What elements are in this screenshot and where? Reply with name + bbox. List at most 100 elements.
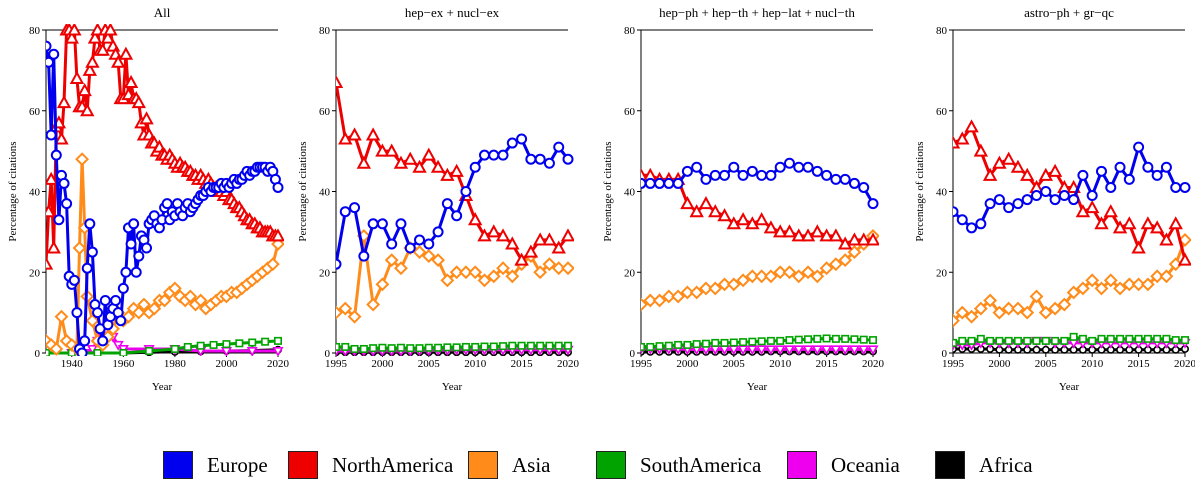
x-tick-label: 2020: [267, 358, 290, 370]
data-point: [838, 253, 853, 268]
data-point: [75, 152, 90, 167]
data-point: [349, 202, 361, 214]
data-point: [680, 196, 695, 210]
panel-title: hep−ph + hep−th + hep−lat + nucl−th: [659, 5, 855, 20]
data-point: [776, 336, 785, 345]
data-point: [782, 224, 797, 238]
data-point: [689, 285, 704, 300]
data-point: [248, 338, 257, 347]
data-point: [270, 228, 284, 242]
data-point: [1170, 181, 1182, 193]
data-point: [1168, 257, 1183, 272]
data-point: [1103, 204, 1118, 218]
data-point: [273, 336, 282, 345]
data-point: [183, 289, 198, 304]
data-point: [92, 307, 104, 319]
data-point: [813, 334, 822, 343]
data-point: [1058, 190, 1070, 202]
x-tick-label: 2005: [1035, 358, 1058, 370]
data-point: [708, 204, 723, 218]
data-point: [338, 131, 353, 145]
data-point: [955, 131, 970, 145]
data-point: [460, 186, 472, 197]
x-tick-label: 2000: [215, 358, 238, 370]
data-point: [1122, 216, 1137, 230]
data-point: [1131, 240, 1146, 254]
legend-swatch-europe: [163, 451, 193, 479]
data-point: [468, 265, 483, 280]
data-point: [1031, 190, 1043, 202]
data-point: [711, 338, 720, 347]
data-point: [79, 335, 91, 347]
data-point: [347, 127, 362, 141]
data-point: [1162, 334, 1171, 343]
plot-area: [641, 157, 879, 356]
data-point: [644, 177, 656, 189]
data-point: [508, 341, 517, 350]
data-point: [1057, 297, 1072, 312]
data-point: [506, 137, 518, 149]
data-point: [1103, 273, 1118, 288]
data-point: [443, 343, 452, 352]
data-point: [170, 344, 179, 353]
data-point: [46, 256, 54, 270]
data-point: [754, 269, 769, 284]
data-point: [222, 340, 231, 349]
data-point: [1112, 220, 1128, 234]
data-point: [414, 234, 426, 246]
y-axis-label: Percentage of citations: [297, 141, 309, 241]
data-point: [953, 206, 959, 218]
data-point: [748, 337, 757, 346]
data-point: [560, 228, 574, 242]
data-point: [802, 161, 814, 173]
data-point: [434, 343, 443, 352]
data-point: [858, 345, 870, 356]
data-point: [1113, 281, 1127, 296]
data-point: [117, 282, 129, 294]
data-point: [858, 181, 870, 193]
data-point: [953, 338, 957, 347]
data-point: [720, 338, 729, 347]
data-point: [478, 149, 490, 161]
data-point: [1088, 336, 1097, 345]
data-point: [868, 336, 877, 345]
data-point: [828, 228, 844, 242]
data-point: [1143, 334, 1152, 343]
data-point: [958, 336, 967, 345]
data-point: [983, 293, 998, 308]
data-point: [728, 161, 740, 173]
data-point: [765, 345, 777, 356]
data-point: [367, 218, 379, 230]
data-point: [1041, 345, 1050, 354]
data-point: [1171, 336, 1180, 345]
data-point: [100, 30, 116, 44]
data-point: [839, 345, 851, 356]
data-point: [966, 222, 978, 234]
data-point: [209, 340, 218, 349]
y-tick-label: 60: [29, 106, 41, 118]
y-tick-label: 80: [319, 25, 331, 37]
data-point: [654, 177, 666, 189]
data-point: [773, 265, 788, 280]
data-point: [867, 198, 879, 210]
x-tick-label: 1995: [325, 358, 348, 370]
data-point: [46, 204, 56, 218]
data-point: [496, 261, 510, 276]
data-point: [412, 245, 427, 259]
data-point: [561, 261, 574, 276]
data-point: [1066, 285, 1081, 300]
data-point: [50, 149, 62, 161]
data-point: [123, 74, 139, 88]
series-europe: [953, 141, 1191, 234]
data-point: [130, 266, 142, 278]
data-point: [67, 24, 82, 36]
data-point: [87, 30, 103, 44]
data-point: [46, 240, 61, 254]
data-point: [1140, 277, 1155, 292]
y-tick-label: 0: [942, 348, 948, 360]
data-point: [403, 151, 418, 165]
data-point: [533, 265, 548, 280]
data-point: [82, 62, 98, 76]
legend-label-oceania: Oceania: [831, 452, 900, 477]
data-point: [663, 177, 675, 189]
